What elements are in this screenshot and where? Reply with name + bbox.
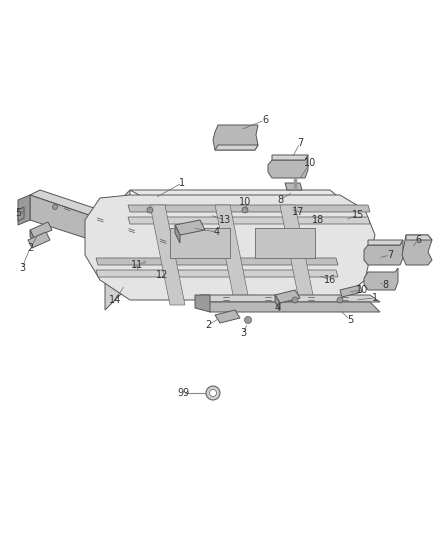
Text: 8: 8 [277, 195, 283, 205]
Circle shape [209, 390, 216, 397]
Polygon shape [30, 230, 34, 244]
Text: 2: 2 [205, 320, 211, 330]
Polygon shape [215, 145, 258, 150]
Text: 15: 15 [352, 210, 364, 220]
Text: 8: 8 [382, 280, 388, 290]
Text: 4: 4 [275, 303, 281, 313]
Circle shape [242, 207, 248, 213]
Text: 1: 1 [372, 293, 378, 303]
Polygon shape [170, 228, 230, 258]
Polygon shape [268, 155, 308, 178]
Polygon shape [255, 228, 315, 258]
Text: 9: 9 [177, 388, 183, 398]
Polygon shape [18, 207, 24, 221]
Circle shape [292, 297, 298, 303]
Text: 13: 13 [219, 215, 231, 225]
Polygon shape [98, 207, 365, 233]
Polygon shape [128, 205, 370, 212]
Polygon shape [105, 190, 130, 310]
Polygon shape [406, 235, 432, 240]
Text: 7: 7 [297, 138, 303, 148]
Polygon shape [150, 205, 185, 305]
Polygon shape [275, 290, 300, 303]
Polygon shape [128, 217, 370, 224]
Text: 10: 10 [356, 285, 368, 295]
Text: 4: 4 [214, 227, 220, 237]
Polygon shape [98, 254, 365, 280]
Text: 14: 14 [109, 295, 121, 305]
Polygon shape [285, 183, 302, 190]
Circle shape [53, 205, 57, 209]
Text: 5: 5 [15, 208, 21, 218]
Polygon shape [175, 225, 180, 243]
Polygon shape [215, 310, 240, 323]
Polygon shape [28, 232, 50, 248]
Polygon shape [200, 302, 380, 312]
Circle shape [337, 297, 343, 303]
Polygon shape [215, 205, 250, 305]
Text: 6: 6 [262, 115, 268, 125]
Polygon shape [200, 295, 380, 302]
Polygon shape [98, 230, 365, 256]
Polygon shape [272, 155, 308, 160]
Text: 2: 2 [27, 243, 33, 253]
Polygon shape [30, 222, 52, 238]
Text: 10: 10 [304, 158, 316, 168]
Text: 7: 7 [387, 250, 393, 260]
Polygon shape [340, 285, 362, 297]
Text: 3: 3 [19, 263, 25, 273]
Polygon shape [364, 240, 403, 265]
Polygon shape [96, 270, 338, 277]
Polygon shape [368, 240, 403, 245]
Text: 11: 11 [131, 260, 143, 270]
Text: 5: 5 [347, 315, 353, 325]
Polygon shape [195, 295, 210, 312]
Polygon shape [96, 258, 338, 265]
Text: 1: 1 [179, 178, 185, 188]
Polygon shape [280, 205, 315, 305]
Text: 16: 16 [324, 275, 336, 285]
Polygon shape [213, 125, 258, 150]
Text: 18: 18 [312, 215, 324, 225]
Polygon shape [255, 228, 315, 258]
Text: 17: 17 [292, 207, 304, 217]
Polygon shape [130, 190, 360, 215]
Polygon shape [30, 195, 215, 280]
Text: 9: 9 [182, 388, 188, 398]
Polygon shape [275, 295, 280, 310]
Text: 6: 6 [415, 235, 421, 245]
Circle shape [147, 207, 153, 213]
Text: 10: 10 [239, 197, 251, 207]
Circle shape [244, 317, 251, 324]
Polygon shape [364, 268, 398, 290]
Circle shape [206, 386, 220, 400]
Polygon shape [30, 190, 220, 258]
Polygon shape [85, 195, 375, 300]
Text: 12: 12 [156, 270, 168, 280]
Polygon shape [18, 195, 30, 225]
Polygon shape [175, 220, 205, 235]
Polygon shape [402, 235, 432, 265]
Text: 3: 3 [240, 328, 246, 338]
Polygon shape [105, 260, 335, 285]
Polygon shape [170, 228, 230, 258]
